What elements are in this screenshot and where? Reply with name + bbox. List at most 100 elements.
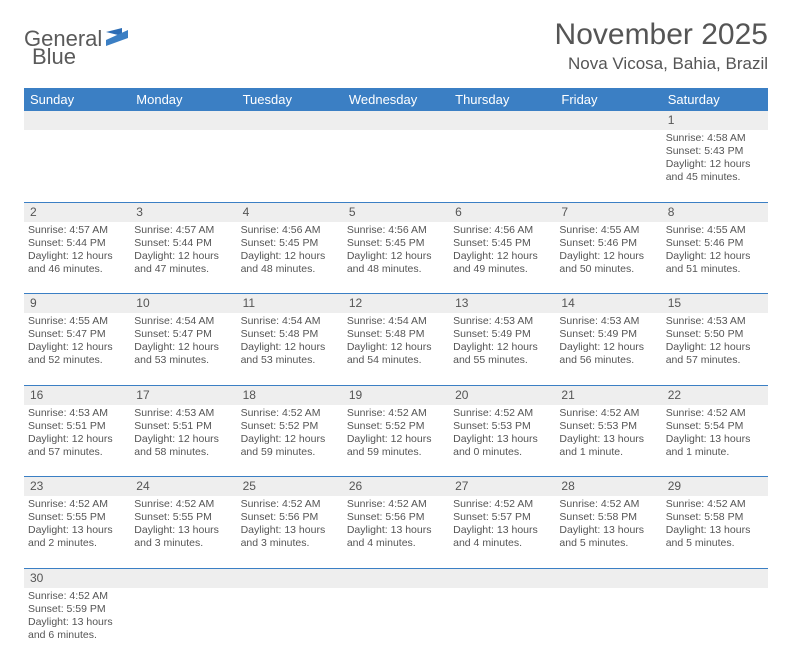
sunset-line: Sunset: 5:44 PM bbox=[28, 237, 126, 250]
day-cell bbox=[130, 130, 236, 202]
content-row: Sunrise: 4:52 AMSunset: 5:55 PMDaylight:… bbox=[24, 496, 768, 568]
sunrise-line: Sunrise: 4:52 AM bbox=[559, 498, 657, 511]
sunset-line: Sunset: 5:45 PM bbox=[241, 237, 339, 250]
day-number: 11 bbox=[237, 294, 343, 314]
day-cell: Sunrise: 4:52 AMSunset: 5:58 PMDaylight:… bbox=[555, 496, 661, 568]
daylight-line: Daylight: 12 hours and 48 minutes. bbox=[241, 250, 339, 276]
day-number bbox=[237, 568, 343, 588]
sunrise-line: Sunrise: 4:53 AM bbox=[453, 315, 551, 328]
daylight-line: Daylight: 12 hours and 59 minutes. bbox=[347, 433, 445, 459]
day-cell: Sunrise: 4:57 AMSunset: 5:44 PMDaylight:… bbox=[24, 222, 130, 294]
sunrise-line: Sunrise: 4:57 AM bbox=[134, 224, 232, 237]
sunset-line: Sunset: 5:52 PM bbox=[347, 420, 445, 433]
day-header: Wednesday bbox=[343, 88, 449, 111]
sunrise-line: Sunrise: 4:52 AM bbox=[453, 407, 551, 420]
location: Nova Vicosa, Bahia, Brazil bbox=[555, 54, 768, 74]
day-cell: Sunrise: 4:55 AMSunset: 5:46 PMDaylight:… bbox=[555, 222, 661, 294]
day-number bbox=[662, 568, 768, 588]
sunrise-line: Sunrise: 4:52 AM bbox=[134, 498, 232, 511]
sunset-line: Sunset: 5:53 PM bbox=[453, 420, 551, 433]
sunset-line: Sunset: 5:57 PM bbox=[453, 511, 551, 524]
day-number: 14 bbox=[555, 294, 661, 314]
daylight-line: Daylight: 12 hours and 48 minutes. bbox=[347, 250, 445, 276]
day-number: 29 bbox=[662, 477, 768, 497]
daylight-line: Daylight: 12 hours and 53 minutes. bbox=[241, 341, 339, 367]
day-number: 25 bbox=[237, 477, 343, 497]
daylight-line: Daylight: 12 hours and 59 minutes. bbox=[241, 433, 339, 459]
day-number: 27 bbox=[449, 477, 555, 497]
sunrise-line: Sunrise: 4:52 AM bbox=[666, 498, 764, 511]
sunrise-line: Sunrise: 4:53 AM bbox=[559, 315, 657, 328]
daylight-line: Daylight: 12 hours and 54 minutes. bbox=[347, 341, 445, 367]
day-number bbox=[555, 111, 661, 130]
day-cell bbox=[237, 588, 343, 660]
daylight-line: Daylight: 13 hours and 6 minutes. bbox=[28, 616, 126, 642]
day-number: 30 bbox=[24, 568, 130, 588]
day-cell: Sunrise: 4:56 AMSunset: 5:45 PMDaylight:… bbox=[237, 222, 343, 294]
day-cell: Sunrise: 4:52 AMSunset: 5:56 PMDaylight:… bbox=[343, 496, 449, 568]
day-cell: Sunrise: 4:52 AMSunset: 5:53 PMDaylight:… bbox=[555, 405, 661, 477]
daylight-line: Daylight: 13 hours and 1 minute. bbox=[559, 433, 657, 459]
day-number bbox=[130, 568, 236, 588]
day-number: 6 bbox=[449, 202, 555, 222]
sunrise-line: Sunrise: 4:52 AM bbox=[453, 498, 551, 511]
daylight-line: Daylight: 13 hours and 0 minutes. bbox=[453, 433, 551, 459]
sunset-line: Sunset: 5:58 PM bbox=[559, 511, 657, 524]
sunrise-line: Sunrise: 4:55 AM bbox=[666, 224, 764, 237]
day-cell: Sunrise: 4:52 AMSunset: 5:53 PMDaylight:… bbox=[449, 405, 555, 477]
day-cell: Sunrise: 4:54 AMSunset: 5:48 PMDaylight:… bbox=[237, 313, 343, 385]
daylight-line: Daylight: 12 hours and 51 minutes. bbox=[666, 250, 764, 276]
daynum-row: 9101112131415 bbox=[24, 294, 768, 314]
calendar-table: SundayMondayTuesdayWednesdayThursdayFrid… bbox=[24, 88, 768, 660]
day-number: 20 bbox=[449, 385, 555, 405]
day-cell: Sunrise: 4:58 AMSunset: 5:43 PMDaylight:… bbox=[662, 130, 768, 202]
sunset-line: Sunset: 5:49 PM bbox=[453, 328, 551, 341]
sunset-line: Sunset: 5:51 PM bbox=[134, 420, 232, 433]
day-cell: Sunrise: 4:56 AMSunset: 5:45 PMDaylight:… bbox=[449, 222, 555, 294]
sunrise-line: Sunrise: 4:54 AM bbox=[347, 315, 445, 328]
day-number bbox=[24, 111, 130, 130]
daylight-line: Daylight: 12 hours and 49 minutes. bbox=[453, 250, 551, 276]
day-number: 8 bbox=[662, 202, 768, 222]
day-header-row: SundayMondayTuesdayWednesdayThursdayFrid… bbox=[24, 88, 768, 111]
daynum-row: 1 bbox=[24, 111, 768, 130]
daylight-line: Daylight: 12 hours and 55 minutes. bbox=[453, 341, 551, 367]
logo-text-blue: Blue bbox=[32, 44, 76, 69]
day-cell: Sunrise: 4:57 AMSunset: 5:44 PMDaylight:… bbox=[130, 222, 236, 294]
sunrise-line: Sunrise: 4:54 AM bbox=[241, 315, 339, 328]
sunrise-line: Sunrise: 4:52 AM bbox=[347, 498, 445, 511]
daylight-line: Daylight: 12 hours and 46 minutes. bbox=[28, 250, 126, 276]
day-number bbox=[343, 111, 449, 130]
day-number: 19 bbox=[343, 385, 449, 405]
day-number: 24 bbox=[130, 477, 236, 497]
day-cell: Sunrise: 4:55 AMSunset: 5:47 PMDaylight:… bbox=[24, 313, 130, 385]
day-cell bbox=[130, 588, 236, 660]
daylight-line: Daylight: 13 hours and 5 minutes. bbox=[666, 524, 764, 550]
daylight-line: Daylight: 12 hours and 53 minutes. bbox=[134, 341, 232, 367]
sunset-line: Sunset: 5:46 PM bbox=[666, 237, 764, 250]
day-cell bbox=[343, 130, 449, 202]
day-number: 10 bbox=[130, 294, 236, 314]
day-cell: Sunrise: 4:52 AMSunset: 5:54 PMDaylight:… bbox=[662, 405, 768, 477]
sunset-line: Sunset: 5:48 PM bbox=[347, 328, 445, 341]
day-cell: Sunrise: 4:52 AMSunset: 5:55 PMDaylight:… bbox=[130, 496, 236, 568]
content-row: Sunrise: 4:53 AMSunset: 5:51 PMDaylight:… bbox=[24, 405, 768, 477]
day-number: 18 bbox=[237, 385, 343, 405]
daylight-line: Daylight: 12 hours and 58 minutes. bbox=[134, 433, 232, 459]
sunrise-line: Sunrise: 4:58 AM bbox=[666, 132, 764, 145]
sunrise-line: Sunrise: 4:53 AM bbox=[134, 407, 232, 420]
day-cell: Sunrise: 4:56 AMSunset: 5:45 PMDaylight:… bbox=[343, 222, 449, 294]
sunset-line: Sunset: 5:58 PM bbox=[666, 511, 764, 524]
daynum-row: 16171819202122 bbox=[24, 385, 768, 405]
day-number bbox=[343, 568, 449, 588]
day-cell bbox=[343, 588, 449, 660]
sunset-line: Sunset: 5:45 PM bbox=[347, 237, 445, 250]
day-cell bbox=[24, 130, 130, 202]
day-number bbox=[449, 568, 555, 588]
sunset-line: Sunset: 5:50 PM bbox=[666, 328, 764, 341]
day-cell bbox=[449, 588, 555, 660]
day-number: 4 bbox=[237, 202, 343, 222]
sunset-line: Sunset: 5:46 PM bbox=[559, 237, 657, 250]
day-number bbox=[130, 111, 236, 130]
sunrise-line: Sunrise: 4:55 AM bbox=[28, 315, 126, 328]
